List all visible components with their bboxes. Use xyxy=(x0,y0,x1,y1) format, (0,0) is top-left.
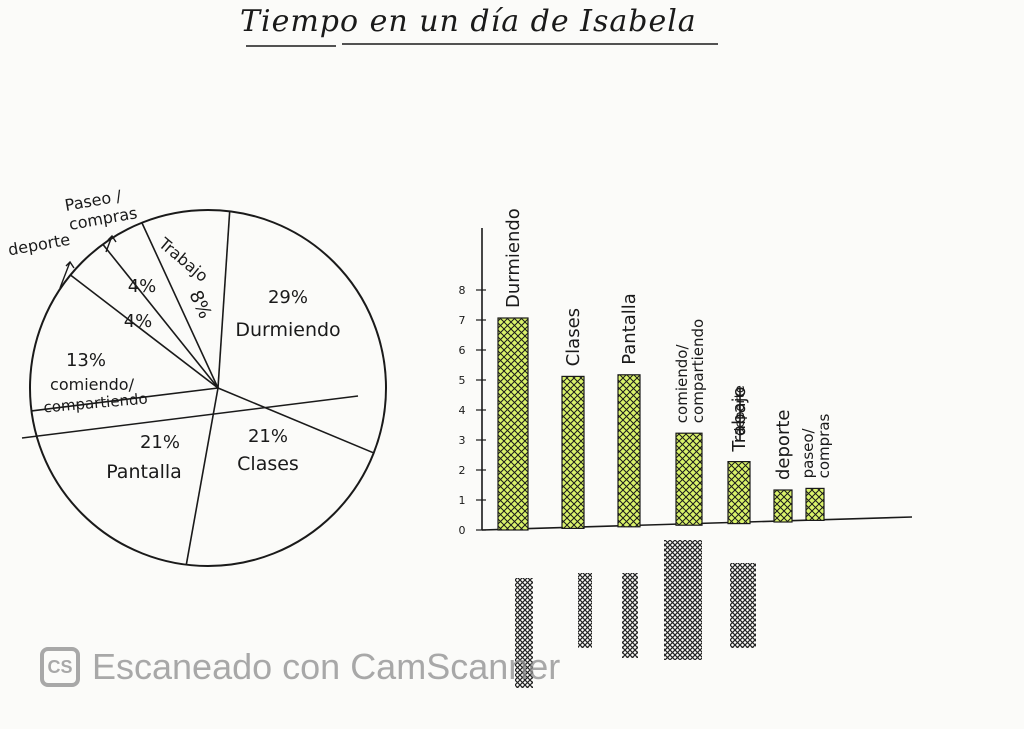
bar-category-label: Clases xyxy=(563,308,584,366)
bar-category-label: deporte xyxy=(773,410,794,480)
scribble xyxy=(622,573,638,658)
y-tick-label: 8 xyxy=(459,284,466,297)
scribble xyxy=(515,578,533,688)
pie-slice-divider xyxy=(217,211,231,389)
chart-title: Tiempo en un día de Isabela xyxy=(240,4,697,39)
bar-category-label: paseo/ xyxy=(799,427,817,478)
pie-slice-percent: 13% xyxy=(66,350,106,371)
camscanner-watermark: CS Escaneado con CamScanner xyxy=(40,646,560,688)
scribble xyxy=(730,563,756,648)
bar xyxy=(727,461,751,525)
bar xyxy=(675,432,703,526)
scribble xyxy=(578,573,592,648)
pie-slice-divider xyxy=(141,222,219,389)
bar xyxy=(617,374,641,528)
pie-slice-percent: 8% xyxy=(184,287,215,322)
bar-chart: 0 1 2 3 4 5 6 7 8 Durmiendo Clases Pantalla comiendo… xyxy=(459,208,913,537)
pie-slice-label: Clases xyxy=(237,453,299,475)
pie-chart: 29% Durmiendo 21% Clases 21% Pantalla 13% comie… xyxy=(7,186,387,567)
pie-slice-label: deporte xyxy=(7,230,72,260)
y-tick-label: 1 xyxy=(459,494,466,507)
y-tick-label: 2 xyxy=(459,464,466,477)
pie-leader-line xyxy=(21,395,359,439)
arrow-icon xyxy=(105,234,117,253)
pie-slice-percent: 29% xyxy=(268,287,308,308)
pie-slice-label: comiendo/ xyxy=(50,375,135,394)
bar-category-label: compartiendo xyxy=(689,319,707,423)
pie-slice-percent: 4% xyxy=(124,311,153,332)
pie-slice-label: Pantalla xyxy=(106,461,182,483)
pie-slice-label: Durmiendo xyxy=(235,319,340,341)
scribble xyxy=(664,540,702,660)
y-tick-label: 6 xyxy=(459,344,466,357)
pie-slice-percent: 4% xyxy=(128,276,157,297)
bar-category-label: comiendo/ xyxy=(673,344,691,424)
camscanner-logo-icon: CS xyxy=(40,647,80,687)
pie-slice-divider xyxy=(31,387,219,412)
pie-slice-divider xyxy=(185,387,219,565)
bar xyxy=(773,489,793,523)
y-tick-label: 7 xyxy=(459,314,466,327)
bar-category-label: Durmiendo xyxy=(503,208,524,308)
bar-category-label: compras xyxy=(815,413,833,478)
pie-slice-divider xyxy=(217,387,375,454)
pie-slice-percent: 21% xyxy=(248,426,288,447)
bar xyxy=(805,487,825,521)
pie-slice-label: Trabajo xyxy=(154,233,211,285)
bar xyxy=(497,317,529,531)
pie-slice-divider xyxy=(102,243,219,389)
pie-slice-percent: 21% xyxy=(140,432,180,453)
pie-slice-divider xyxy=(69,274,219,389)
arrow-icon xyxy=(59,260,75,289)
y-tick-label: 3 xyxy=(459,434,466,447)
pie-outline xyxy=(29,209,387,567)
scribbled-labels xyxy=(515,540,756,688)
bar xyxy=(561,375,585,529)
y-tick-label: 0 xyxy=(459,524,466,537)
y-tick-label: 4 xyxy=(459,404,466,417)
bar-category-label: Pantalla xyxy=(619,293,640,365)
y-tick-label: 5 xyxy=(459,374,466,387)
watermark-text: Escaneado con CamScanner xyxy=(92,646,561,687)
